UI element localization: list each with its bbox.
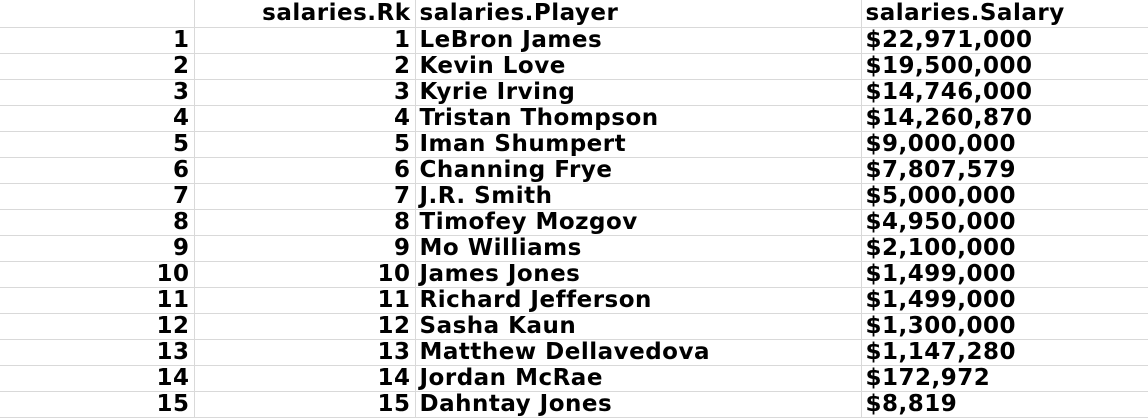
header-cell-rk[interactable]: salaries.Rk (194, 0, 416, 28)
table-row: 15 15 Dahntay Jones $8,819 (0, 391, 1148, 418)
player-cell[interactable]: Kevin Love (415, 53, 862, 80)
row-index-cell[interactable]: 1 (0, 27, 195, 54)
salary-cell[interactable]: $172,972 (861, 365, 1148, 392)
row-index-cell[interactable]: 12 (0, 313, 195, 340)
salary-cell[interactable]: $1,499,000 (861, 261, 1148, 288)
rk-cell[interactable]: 3 (194, 79, 416, 106)
player-cell[interactable]: Kyrie Irving (415, 79, 862, 106)
player-cell[interactable]: Tristan Thompson (415, 105, 862, 132)
header-row: salaries.Rk salaries.Player salaries.Sal… (0, 0, 1148, 28)
rk-cell[interactable]: 2 (194, 53, 416, 80)
table-body: 1 1 LeBron James $22,971,000 2 2 Kevin Love $19… (0, 27, 1148, 418)
rk-cell[interactable]: 4 (194, 105, 416, 132)
row-index-cell[interactable]: 10 (0, 261, 195, 288)
row-index-cell[interactable]: 3 (0, 79, 195, 106)
player-cell[interactable]: Matthew Dellavedova (415, 339, 862, 366)
salary-cell[interactable]: $14,746,000 (861, 79, 1148, 106)
header-cell-index[interactable] (0, 0, 195, 28)
player-cell[interactable]: J.R. Smith (415, 183, 862, 210)
rk-cell[interactable]: 11 (194, 287, 416, 314)
table-row: 6 6 Channing Frye $7,807,579 (0, 157, 1148, 184)
salary-cell[interactable]: $1,147,280 (861, 339, 1148, 366)
player-cell[interactable]: LeBron James (415, 27, 862, 54)
player-cell[interactable]: Sasha Kaun (415, 313, 862, 340)
table-row: 13 13 Matthew Dellavedova $1,147,280 (0, 339, 1148, 366)
player-cell[interactable]: Mo Williams (415, 235, 862, 262)
rk-cell[interactable]: 14 (194, 365, 416, 392)
header-cell-player[interactable]: salaries.Player (415, 0, 862, 28)
table-row: 7 7 J.R. Smith $5,000,000 (0, 183, 1148, 210)
row-index-cell[interactable]: 7 (0, 183, 195, 210)
table-row: 12 12 Sasha Kaun $1,300,000 (0, 313, 1148, 340)
table-row: 2 2 Kevin Love $19,500,000 (0, 53, 1148, 80)
row-index-cell[interactable]: 4 (0, 105, 195, 132)
row-index-cell[interactable]: 14 (0, 365, 195, 392)
rk-cell[interactable]: 1 (194, 27, 416, 54)
table-row: 9 9 Mo Williams $2,100,000 (0, 235, 1148, 262)
rk-cell[interactable]: 7 (194, 183, 416, 210)
salary-cell[interactable]: $14,260,870 (861, 105, 1148, 132)
player-cell[interactable]: James Jones (415, 261, 862, 288)
table-row: 1 1 LeBron James $22,971,000 (0, 27, 1148, 54)
table-row: 14 14 Jordan McRae $172,972 (0, 365, 1148, 392)
row-index-cell[interactable]: 13 (0, 339, 195, 366)
salary-cell[interactable]: $4,950,000 (861, 209, 1148, 236)
row-index-cell[interactable]: 6 (0, 157, 195, 184)
rk-cell[interactable]: 10 (194, 261, 416, 288)
salary-cell[interactable]: $8,819 (861, 391, 1148, 418)
table-row: 5 5 Iman Shumpert $9,000,000 (0, 131, 1148, 158)
rk-cell[interactable]: 6 (194, 157, 416, 184)
rk-cell[interactable]: 9 (194, 235, 416, 262)
row-index-cell[interactable]: 11 (0, 287, 195, 314)
rk-cell[interactable]: 13 (194, 339, 416, 366)
salary-cell[interactable]: $22,971,000 (861, 27, 1148, 54)
table-row: 3 3 Kyrie Irving $14,746,000 (0, 79, 1148, 106)
row-index-cell[interactable]: 5 (0, 131, 195, 158)
header-cell-salary[interactable]: salaries.Salary (861, 0, 1148, 28)
row-index-cell[interactable]: 8 (0, 209, 195, 236)
row-index-cell[interactable]: 15 (0, 391, 195, 418)
rk-cell[interactable]: 12 (194, 313, 416, 340)
player-cell[interactable]: Richard Jefferson (415, 287, 862, 314)
salary-cell[interactable]: $7,807,579 (861, 157, 1148, 184)
salary-cell[interactable]: $1,499,000 (861, 287, 1148, 314)
table-row: 11 11 Richard Jefferson $1,499,000 (0, 287, 1148, 314)
player-cell[interactable]: Iman Shumpert (415, 131, 862, 158)
row-index-cell[interactable]: 2 (0, 53, 195, 80)
table-row: 10 10 James Jones $1,499,000 (0, 261, 1148, 288)
table-row: 8 8 Timofey Mozgov $4,950,000 (0, 209, 1148, 236)
salary-cell[interactable]: $1,300,000 (861, 313, 1148, 340)
salary-cell[interactable]: $5,000,000 (861, 183, 1148, 210)
player-cell[interactable]: Dahntay Jones (415, 391, 862, 418)
player-cell[interactable]: Channing Frye (415, 157, 862, 184)
salary-cell[interactable]: $9,000,000 (861, 131, 1148, 158)
rk-cell[interactable]: 8 (194, 209, 416, 236)
table-row: 4 4 Tristan Thompson $14,260,870 (0, 105, 1148, 132)
player-cell[interactable]: Jordan McRae (415, 365, 862, 392)
rk-cell[interactable]: 5 (194, 131, 416, 158)
salary-cell[interactable]: $19,500,000 (861, 53, 1148, 80)
row-index-cell[interactable]: 9 (0, 235, 195, 262)
salary-cell[interactable]: $2,100,000 (861, 235, 1148, 262)
player-cell[interactable]: Timofey Mozgov (415, 209, 862, 236)
rk-cell[interactable]: 15 (194, 391, 416, 418)
